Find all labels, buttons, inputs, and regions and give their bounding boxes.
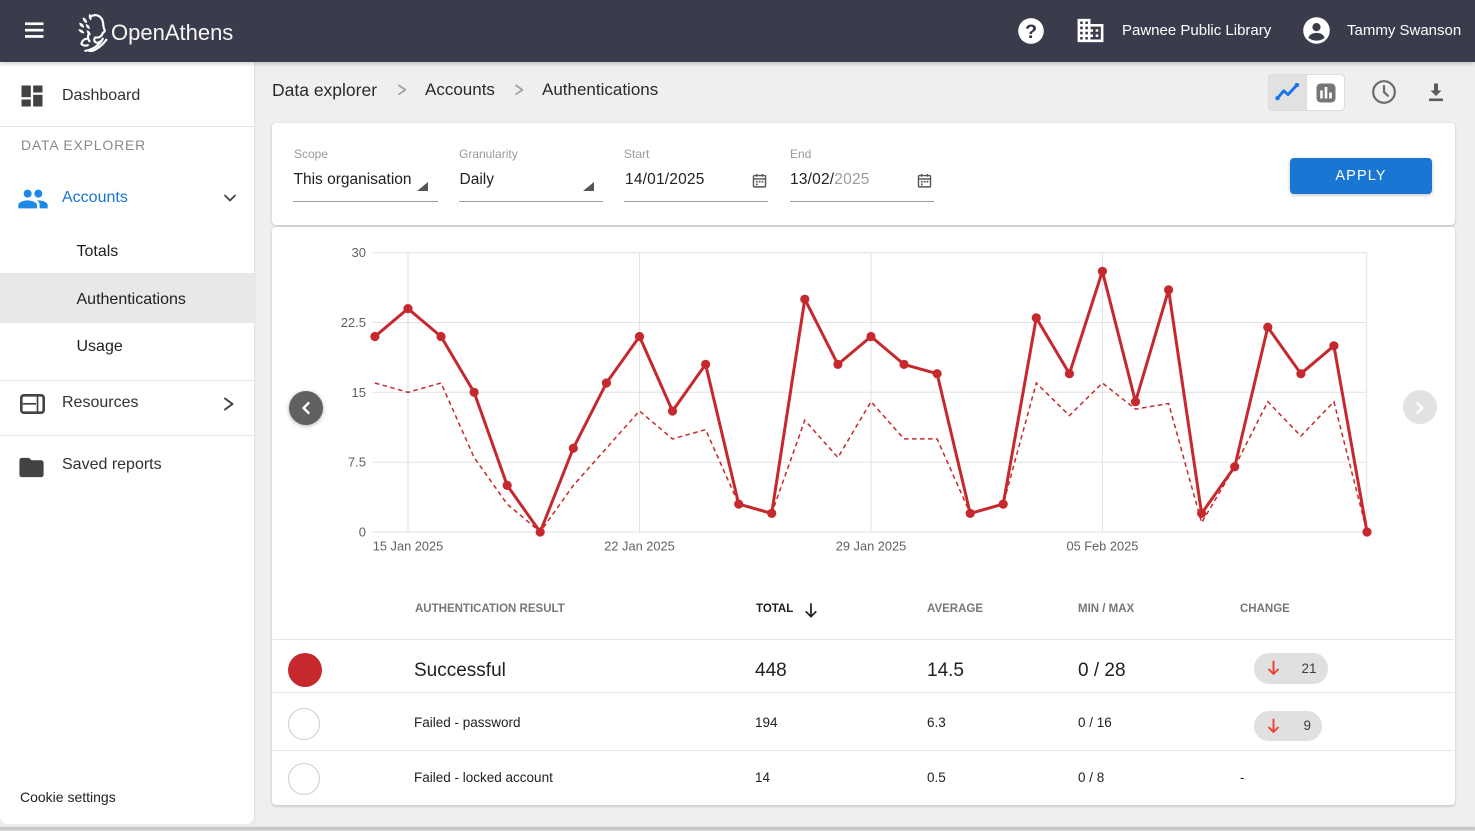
svg-text:05 Feb 2025: 05 Feb 2025	[1066, 539, 1138, 554]
svg-text:22 Jan 2025: 22 Jan 2025	[604, 539, 674, 554]
svg-text:30: 30	[352, 245, 366, 260]
svg-text:?: ?	[1025, 21, 1037, 43]
svg-text:7.5: 7.5	[348, 455, 366, 470]
svg-text:29 Jan 2025: 29 Jan 2025	[836, 539, 906, 554]
svg-text:15 Jan 2025: 15 Jan 2025	[373, 539, 443, 554]
svg-text:0: 0	[359, 525, 366, 540]
svg-text:15: 15	[352, 385, 366, 400]
svg-text:22.5: 22.5	[341, 315, 366, 330]
